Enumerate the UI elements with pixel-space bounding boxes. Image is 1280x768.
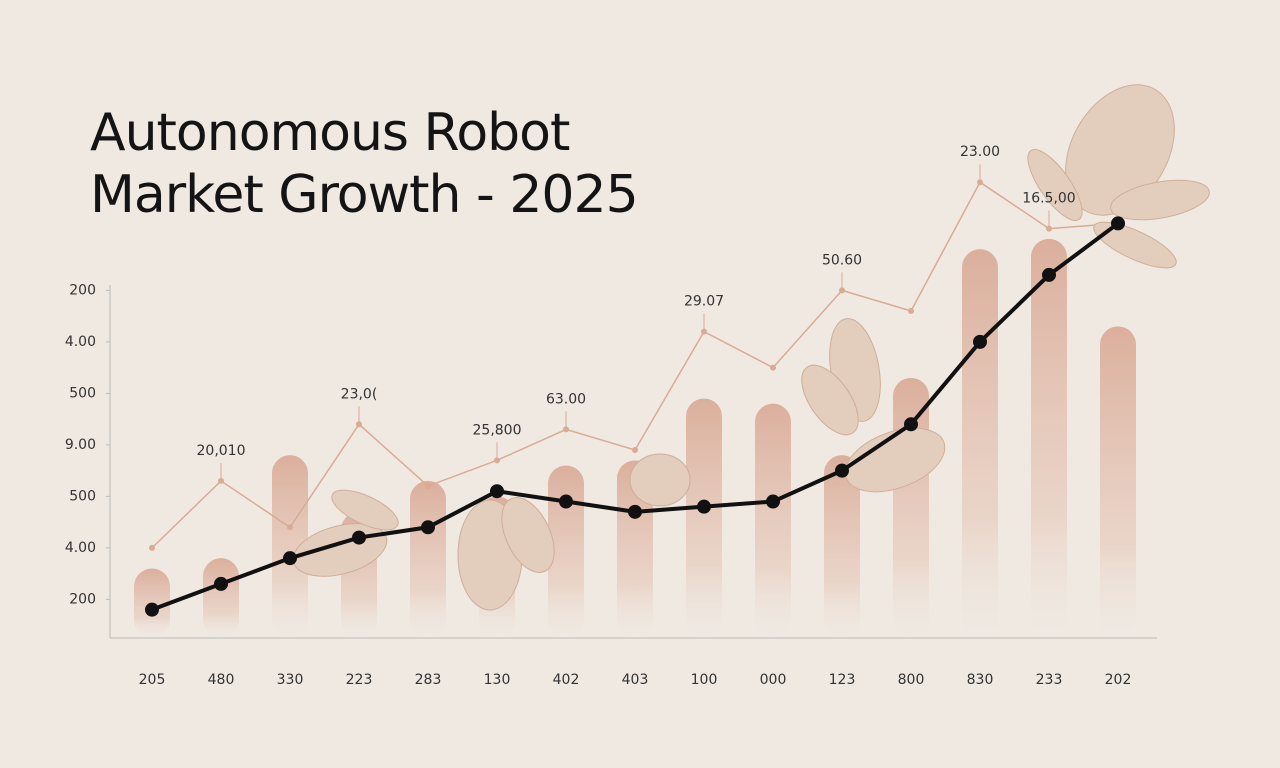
line-point <box>973 334 987 349</box>
chart-title: Autonomous Robot Market Growth - 2025 <box>90 103 639 225</box>
bar <box>755 403 791 638</box>
bar <box>962 249 998 639</box>
x-tick-label: 830 <box>967 672 994 688</box>
line-point <box>149 544 155 551</box>
bar <box>893 377 929 638</box>
x-tick-label: 480 <box>208 672 235 688</box>
annotation: 50.60 <box>822 252 862 268</box>
line-point <box>490 484 504 499</box>
annotation: 23,0( <box>341 386 378 402</box>
line-point <box>770 364 776 371</box>
line-point <box>559 494 573 509</box>
bar <box>410 480 446 638</box>
line-point <box>1111 216 1125 231</box>
petal-decoration <box>292 84 1210 611</box>
line-point <box>214 576 228 591</box>
bar <box>686 398 722 638</box>
line-point <box>145 602 159 617</box>
y-tick-label: 200 <box>69 591 96 607</box>
y-tick-label: 500 <box>69 488 96 504</box>
annotation: 20,010 <box>197 443 246 459</box>
line-point <box>697 499 711 514</box>
y-tick-label: 200 <box>69 282 96 298</box>
x-tick-label: 223 <box>346 672 373 688</box>
bar <box>1031 238 1067 638</box>
bar <box>617 460 653 638</box>
y-tick-label: 9.00 <box>65 437 96 453</box>
x-tick-label: 123 <box>829 672 856 688</box>
x-tick-label: 202 <box>1105 672 1132 688</box>
bar <box>203 558 239 638</box>
line-point <box>908 307 914 314</box>
annotation: 16.5,00 <box>1022 191 1075 207</box>
bar <box>548 465 584 638</box>
line-point <box>835 463 849 478</box>
line-point <box>425 483 431 490</box>
annotation: 63.00 <box>546 391 586 407</box>
line-point <box>1042 267 1056 282</box>
x-tick-label: 233 <box>1036 672 1063 688</box>
x-tick-label: 330 <box>277 672 304 688</box>
line-point <box>421 520 435 535</box>
annotation: 29.07 <box>684 294 724 310</box>
annotation: 25,800 <box>473 422 522 438</box>
line-point <box>766 494 780 509</box>
line-point <box>287 524 293 531</box>
y-tick-label: 4.00 <box>65 540 96 556</box>
x-tick-label: 402 <box>553 672 580 688</box>
annotation: 23.00 <box>960 144 1000 160</box>
x-tick-label: 205 <box>139 672 166 688</box>
bar <box>824 455 860 638</box>
x-tick-label: 130 <box>484 672 511 688</box>
line-point <box>628 504 642 519</box>
bar <box>1100 326 1136 638</box>
line-point <box>632 447 638 454</box>
x-tick-label: 800 <box>898 672 925 688</box>
line-point <box>904 417 918 432</box>
x-tick-label: 100 <box>691 672 718 688</box>
x-tick-label: 403 <box>622 672 649 688</box>
bar <box>272 455 308 638</box>
y-tick-label: 4.00 <box>65 334 96 350</box>
line-point <box>283 551 297 566</box>
x-tick-label: 000 <box>760 672 787 688</box>
y-tick-label: 500 <box>69 385 96 401</box>
line-point <box>352 530 366 545</box>
x-tick-label: 283 <box>415 672 442 688</box>
